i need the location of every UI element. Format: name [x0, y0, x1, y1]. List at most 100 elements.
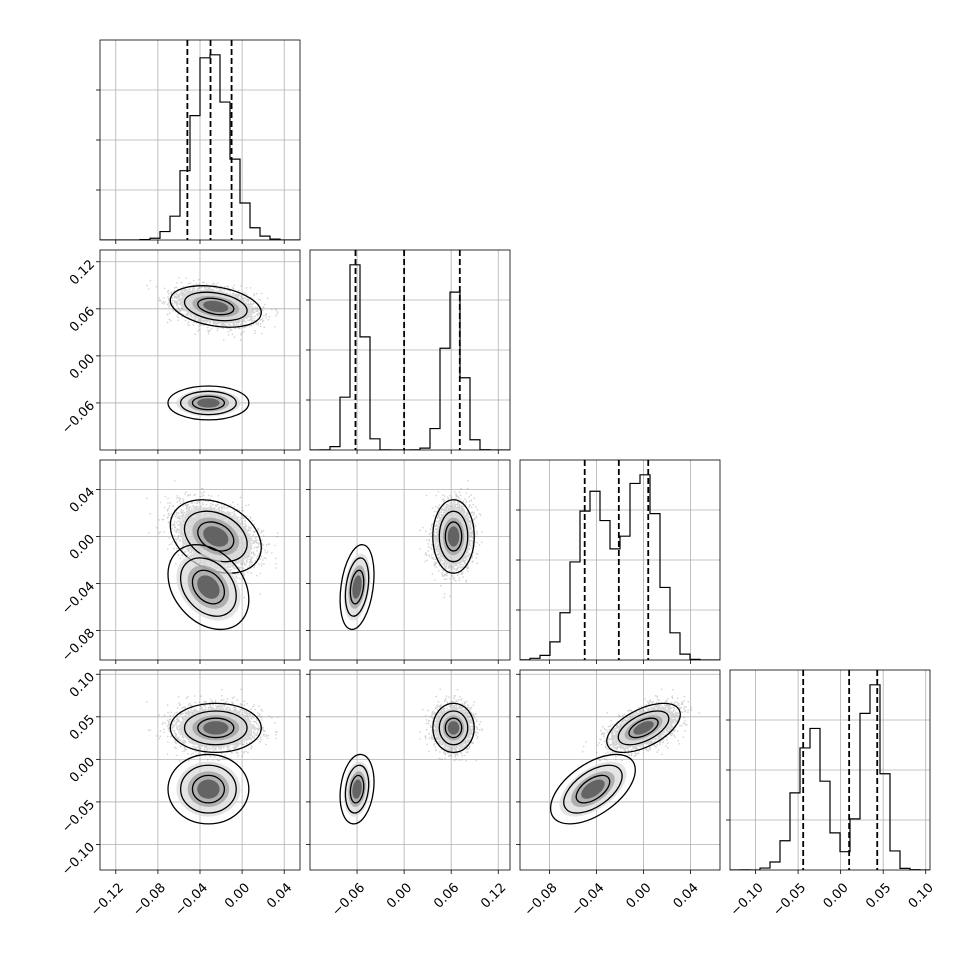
contour-line	[438, 710, 469, 746]
panel-1-0: −0.06 0.00 0.06 0.12	[59, 249, 301, 454]
panel-content	[310, 460, 510, 660]
panel-3-1: −0.06 0.00 0.06 0.12	[306, 669, 511, 919]
y-tick-label: 0.06	[67, 304, 98, 335]
x-tick-label: 0.10	[906, 880, 937, 911]
x-tick-label: 0.00	[222, 880, 253, 911]
panel-2-0: −0.08 −0.04 0.00 0.04	[59, 459, 301, 665]
x-tick-label: −0.04	[172, 880, 211, 919]
contour-line	[179, 557, 237, 617]
contour-line	[167, 753, 250, 825]
contour-line	[167, 544, 250, 631]
x-tick-label: −0.08	[130, 880, 169, 919]
density-fill	[633, 721, 654, 735]
density-fill	[197, 779, 220, 799]
panel-1-1	[306, 249, 511, 454]
contour-line	[617, 710, 670, 746]
contour-line	[438, 510, 469, 563]
x-tick-label: 0.12	[478, 880, 509, 911]
contour-line	[444, 521, 463, 552]
axis-frame	[519, 669, 721, 871]
contour-line	[169, 285, 262, 328]
contour-line	[191, 774, 226, 804]
contour-line	[432, 702, 475, 754]
y-tick-label: −0.10	[59, 840, 98, 879]
x-tick-label: 0.04	[671, 880, 702, 911]
panel-2-1	[306, 459, 511, 664]
contour-line	[197, 521, 235, 552]
contour-line	[575, 774, 611, 804]
density-fill	[581, 779, 605, 799]
panel-content	[100, 250, 300, 450]
density-fill	[203, 526, 229, 547]
contour-line	[549, 753, 636, 825]
contour-line	[344, 557, 370, 617]
axis-frame	[309, 669, 511, 871]
contour-line	[339, 753, 375, 825]
panel-content	[100, 670, 300, 870]
y-tick-label: 0.12	[67, 257, 98, 288]
panel-content	[520, 670, 720, 870]
x-tick-label: 0.00	[821, 880, 852, 911]
panel-content	[310, 250, 510, 450]
contour-line	[179, 390, 237, 416]
y-tick-label: −0.06	[59, 398, 98, 437]
x-tick-label: −0.05	[770, 880, 809, 919]
density-fill	[352, 779, 362, 799]
histogram-1	[310, 264, 510, 450]
x-tick-label: −0.04	[569, 880, 608, 919]
histogram-2	[520, 474, 720, 660]
panel-content	[100, 460, 300, 660]
contour-line	[444, 717, 463, 739]
density-fill	[203, 721, 229, 735]
y-tick-label: 0.00	[67, 532, 98, 563]
x-tick-label: 0.00	[624, 880, 655, 911]
density-fill	[197, 398, 220, 408]
contour-line	[191, 395, 226, 411]
density-fill	[203, 300, 229, 313]
x-tick-label: 0.06	[431, 880, 462, 911]
x-tick-label: −0.08	[522, 880, 561, 919]
x-tick-label: −0.12	[88, 880, 127, 919]
panel-3-2: −0.08 −0.04 0.00 0.04	[516, 669, 721, 919]
density-fill	[197, 575, 220, 599]
x-tick-label: 0.00	[384, 880, 415, 911]
contour-line	[197, 297, 235, 316]
y-tick-label: 0.04	[67, 485, 98, 516]
contour-line	[179, 764, 237, 814]
y-tick-label: 0.05	[67, 712, 98, 743]
contour-line	[197, 717, 235, 739]
contour-line	[349, 774, 365, 804]
contour-line	[167, 385, 250, 421]
density-fill	[352, 575, 362, 599]
y-tick-label: 0.10	[67, 670, 98, 701]
panel-content	[520, 460, 720, 660]
contour-line	[563, 764, 623, 814]
y-tick-label: −0.05	[59, 797, 98, 836]
x-tick-label: 0.05	[863, 880, 894, 911]
density-fill	[447, 526, 460, 547]
panel-2-2	[516, 459, 721, 664]
panel-0-0	[96, 39, 301, 244]
panel-content	[100, 40, 300, 240]
contour-line	[606, 702, 681, 754]
panel-3-0: −0.12 −0.08 −0.04 0.00 0.04 −0.10 −0.05 0.00 0.0…	[59, 669, 301, 919]
contour-line	[628, 717, 659, 739]
y-tick-label: −0.08	[59, 626, 98, 665]
density-fill	[447, 721, 460, 735]
y-tick-label: −0.04	[59, 579, 98, 618]
histogram-3	[730, 684, 930, 870]
contour-line	[432, 499, 475, 574]
contour-line	[339, 544, 375, 631]
y-tick-label: 0.00	[67, 351, 98, 382]
contour-line	[183, 291, 248, 322]
x-tick-label: −0.06	[329, 880, 368, 919]
y-tick-label: 0.00	[67, 755, 98, 786]
contour-line	[169, 702, 262, 754]
contour-line	[344, 764, 370, 814]
panel-3-3: −0.10 −0.05 0.00 0.05 0.10	[726, 669, 937, 919]
x-tick-label: 0.04	[264, 880, 295, 911]
x-tick-label: −0.10	[728, 880, 767, 919]
panel-content	[730, 670, 930, 870]
axis-frame	[309, 459, 511, 661]
